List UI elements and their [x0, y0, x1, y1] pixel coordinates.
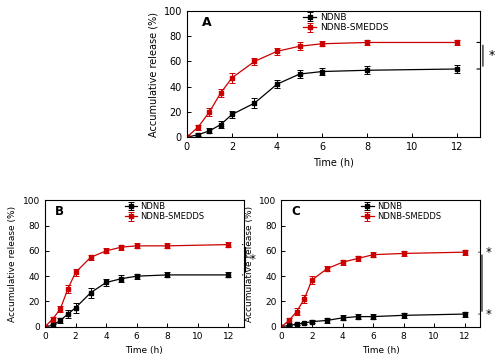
Y-axis label: Accumulative release (%): Accumulative release (%)	[244, 205, 254, 322]
Y-axis label: Accumulative release (%): Accumulative release (%)	[148, 12, 158, 136]
X-axis label: Time (h): Time (h)	[313, 158, 354, 168]
Text: *: *	[486, 246, 492, 259]
Legend: NDNB, NDNB-SMEDDS: NDNB, NDNB-SMEDDS	[303, 13, 388, 32]
Legend: NDNB, NDNB-SMEDDS: NDNB, NDNB-SMEDDS	[361, 202, 441, 221]
Text: A: A	[202, 16, 211, 29]
Text: *: *	[489, 49, 495, 62]
Legend: NDNB, NDNB-SMEDDS: NDNB, NDNB-SMEDDS	[124, 202, 204, 221]
Text: C: C	[292, 205, 300, 219]
Text: *: *	[250, 253, 256, 266]
Text: *: *	[486, 307, 492, 321]
X-axis label: Time (h): Time (h)	[362, 346, 400, 355]
X-axis label: Time (h): Time (h)	[126, 346, 163, 355]
Y-axis label: Accumulative release (%): Accumulative release (%)	[8, 205, 18, 322]
Text: B: B	[55, 205, 64, 219]
